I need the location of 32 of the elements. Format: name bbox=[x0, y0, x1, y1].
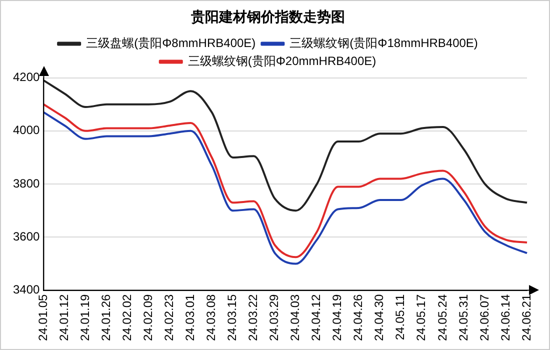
line-series bbox=[42, 79, 528, 212]
x-tick-label: 24.05.24 bbox=[435, 294, 450, 342]
x-tick-label: 24.01.19 bbox=[78, 294, 92, 342]
x-tick-label: 24.03.01 bbox=[183, 294, 198, 342]
y-tick-label: 4200 bbox=[12, 70, 40, 84]
legend-label: 三级螺纹钢(贵阳Φ18mmHRB400E) bbox=[290, 36, 478, 50]
x-tick-label: 24.06.07 bbox=[477, 294, 492, 342]
x-tick-label: 24.02.09 bbox=[141, 294, 156, 342]
x-tick-label: 24.04.30 bbox=[372, 294, 386, 342]
y-tick-label: 4000 bbox=[12, 123, 40, 138]
y-tick-label: 3600 bbox=[12, 229, 40, 244]
x-tick-label: 24.04.26 bbox=[351, 294, 366, 342]
x-tick-label: 24.04.03 bbox=[288, 294, 302, 342]
x-tick-label: 24.02.23 bbox=[162, 294, 176, 342]
x-tick-label: 24.01.12 bbox=[57, 294, 72, 342]
legend-label: 三级螺纹钢(贵阳Φ20mmHRB400E) bbox=[188, 54, 376, 68]
x-tick-label: 24.03.15 bbox=[225, 294, 240, 342]
x-tick-label: 24.06.14 bbox=[498, 294, 512, 342]
x-tick-label: 24.06.21 bbox=[519, 294, 534, 342]
x-tick-label: 24.02.02 bbox=[120, 294, 134, 342]
x-tick-label: 24.05.17 bbox=[414, 294, 428, 342]
chart-title: 贵阳建材钢价指数走势图 bbox=[190, 8, 345, 24]
x-tick-label: 24.03.22 bbox=[246, 294, 260, 342]
x-tick-label: 24.03.08 bbox=[204, 294, 218, 342]
y-tick-label: 3800 bbox=[12, 176, 40, 190]
x-tick-label: 24.01.26 bbox=[99, 294, 114, 342]
legend-label: 三级盘螺(贵阳Φ8mmHRB400E) bbox=[86, 36, 256, 50]
x-tick-label: 24.05.31 bbox=[456, 294, 470, 342]
x-tick-label: 24.03.29 bbox=[267, 294, 282, 342]
x-tick-label: 24.04.12 bbox=[309, 294, 324, 342]
x-tick-label: 24.04.19 bbox=[330, 294, 344, 342]
x-tick-label: 24.05.11 bbox=[393, 294, 408, 340]
